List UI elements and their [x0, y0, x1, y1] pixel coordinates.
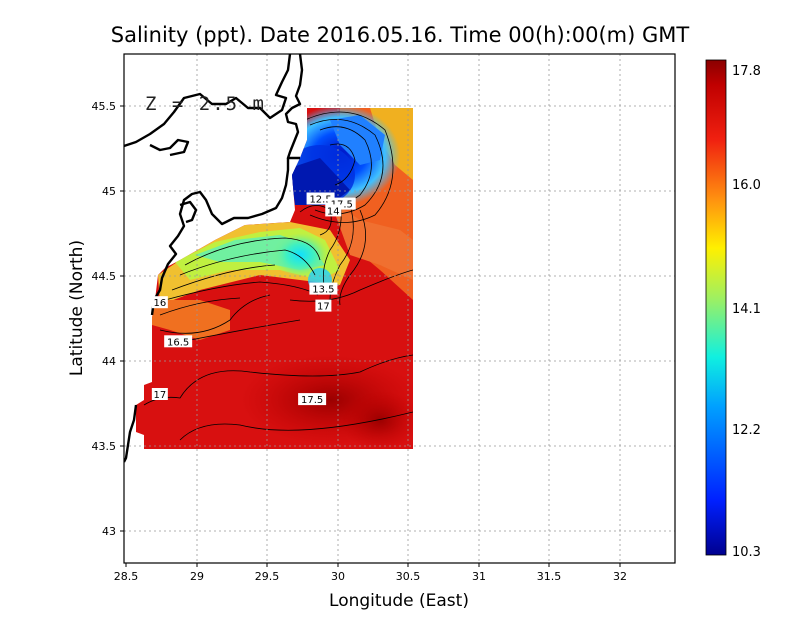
x-tick-label: 30: [331, 570, 345, 583]
contour-label-background: [151, 296, 168, 309]
contour-label: 17.5: [298, 393, 327, 406]
contour-label-text: 17.5: [331, 200, 353, 211]
contour-label: 17: [151, 388, 168, 401]
x-tick-label: 30.5: [396, 570, 421, 583]
contour-label-background: [151, 388, 168, 400]
x-tick-labels: 28.5 29 29.5 30 30.5 31 31.5 32: [114, 570, 627, 583]
x-tick-label: 31.5: [537, 570, 562, 583]
y-tick-label: 45.5: [92, 100, 117, 113]
y-tick-label: 43: [102, 525, 116, 538]
colorbar-gradient: [705, 59, 727, 556]
y-tick-label: 44: [102, 355, 116, 368]
colorbar-label: 14.1: [732, 302, 761, 317]
x-tick-label: 28.5: [114, 570, 139, 583]
contour-label-background: [315, 299, 332, 312]
contour-label: 14: [325, 204, 342, 217]
contour-label-background: [325, 204, 342, 217]
contour-label-background: [309, 282, 338, 295]
contour-label-text: 17: [153, 390, 166, 401]
map-title: Salinity (ppt). Date 2016.05.16. Time 00…: [111, 23, 690, 47]
y-tick-label: 43.5: [92, 440, 117, 453]
contour-label-text: 12.5: [309, 195, 331, 206]
contour-label: 16.5: [164, 335, 193, 348]
contour-label-text: 17.5: [301, 395, 323, 406]
x-tick-label: 29.5: [255, 570, 280, 583]
contour-label-text: 14: [327, 206, 340, 217]
contour-label-background: [298, 393, 327, 406]
colorbar-label: 17.8: [732, 64, 761, 79]
x-tick-label: 31: [472, 570, 486, 583]
plot-frame: [123, 53, 676, 564]
depth-label: Z = 2.5 m: [145, 93, 266, 115]
x-tick-label: 32: [613, 570, 627, 583]
contour-label-text: 16.5: [167, 337, 189, 348]
y-tick-label: 44.5: [92, 270, 117, 283]
contour-label-text: 17: [317, 302, 330, 313]
contour-label-text: 13.5: [312, 285, 334, 296]
contour-label-background: [164, 335, 193, 348]
grid-lines: [124, 54, 675, 563]
contour-label: 13.5: [309, 282, 338, 296]
contour-label: 17: [315, 299, 332, 313]
colorbar-label: 12.2: [732, 423, 761, 438]
contour-label-text: 16: [153, 298, 166, 309]
y-axis-label: Latitude (North): [67, 240, 87, 376]
contour-label: 12.5: [306, 192, 335, 206]
contour-label: 16: [151, 296, 168, 309]
axis-ticks: [120, 105, 621, 567]
x-tick-label: 29: [190, 570, 204, 583]
y-tick-labels: 43 43.5 44 44.5 45 45.5: [92, 100, 117, 538]
colorbar-label: 16.0: [732, 178, 761, 193]
contour-label-background: [306, 192, 335, 205]
salinity-field: [136, 108, 413, 449]
y-tick-label: 45: [102, 185, 116, 198]
x-axis-label: Longitude (East): [329, 591, 469, 611]
colorbar-label: 10.3: [732, 545, 761, 560]
coastline: [124, 54, 304, 463]
colorbar: 17.8 16.0 14.1 12.2 10.3: [705, 59, 761, 560]
